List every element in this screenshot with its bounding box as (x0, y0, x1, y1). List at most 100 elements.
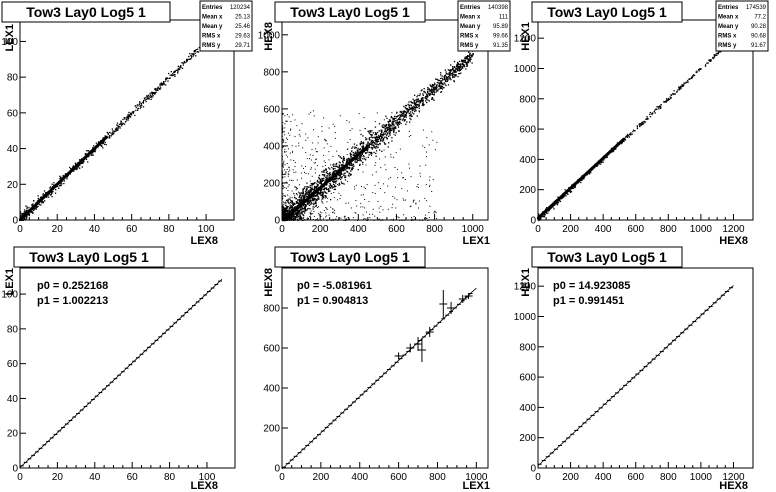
noise-point (362, 194, 364, 196)
scatter-point (352, 167, 354, 169)
scatter-point (320, 194, 322, 196)
scatter-point (304, 196, 306, 198)
noise-point (291, 145, 293, 147)
scatter-point (300, 209, 302, 211)
scatter-point (468, 51, 470, 53)
scatter-point (324, 194, 326, 197)
scatter-point (173, 71, 175, 73)
scatter-point (380, 140, 382, 142)
scatter-point (308, 190, 311, 192)
scatter-point (348, 157, 350, 159)
panel-hex1-vs-hex8-fit: 0 200 400 600 800 1000 12000200400600800100012… (514, 246, 754, 492)
noise-point (334, 176, 336, 178)
scatter-point (431, 92, 433, 94)
scatter-point (292, 204, 294, 207)
scatter-point (390, 125, 392, 127)
scatter-point (446, 78, 448, 81)
noise-point (346, 154, 348, 156)
scatter-point (410, 115, 412, 118)
scatter-point (372, 142, 374, 144)
scatter-point (307, 201, 309, 203)
scatter-point (350, 155, 352, 157)
x-tick-label: 100 (198, 224, 215, 235)
scatter-point (42, 194, 44, 196)
scatter-point (91, 153, 93, 155)
scatter-point (302, 208, 304, 210)
scatter-point (430, 91, 432, 93)
noise-point (411, 219, 413, 221)
fit-p0: p0 = 14.923085 (553, 280, 630, 292)
scatter-point (115, 127, 118, 129)
scatter-point (338, 164, 340, 166)
noise-point (323, 154, 325, 156)
scatter-point (32, 212, 34, 214)
noise-point (317, 185, 319, 187)
scatter-point (447, 76, 449, 78)
scatter-point (48, 196, 50, 198)
scatter-point (318, 176, 320, 178)
scatter-point (403, 113, 405, 115)
scatter-point (371, 148, 374, 150)
scatter-point (161, 83, 163, 86)
scatter-point (334, 177, 336, 180)
noise-point (326, 219, 328, 221)
scatter-point (292, 203, 294, 205)
noise-point (288, 167, 290, 169)
noise-point (315, 158, 317, 160)
scatter-point (181, 67, 184, 69)
scatter-point (60, 184, 62, 187)
noise-point (284, 123, 286, 125)
scatter-point (713, 55, 715, 57)
noise-point (346, 158, 348, 160)
scatter-point (334, 170, 336, 172)
noise-point (282, 146, 284, 148)
scatter-point (347, 174, 350, 176)
scatter-point (154, 92, 157, 94)
noise-point (329, 184, 331, 186)
scatter-point (378, 123, 381, 125)
scatter-point (117, 129, 119, 132)
noise-point (321, 126, 323, 128)
noise-point (362, 146, 364, 148)
noise-point (286, 215, 288, 217)
noise-point (428, 144, 430, 146)
noise-point (381, 219, 383, 221)
scatter-point (334, 188, 337, 191)
scatter-point (154, 93, 156, 95)
scatter-point (400, 118, 402, 120)
noise-point (310, 167, 312, 169)
noise-point (308, 207, 310, 209)
scatter-point (313, 203, 315, 206)
scatter-point (333, 184, 336, 186)
scatter-point (377, 146, 379, 149)
scatter-point (290, 207, 292, 209)
scatter-point (389, 119, 391, 121)
scatter-point (443, 78, 445, 81)
noise-point (419, 175, 421, 177)
noise-point (431, 190, 433, 192)
noise-point (315, 190, 317, 192)
noise-point (282, 166, 284, 168)
noise-point (284, 134, 286, 136)
scatter-point (21, 213, 23, 215)
scatter-point (354, 161, 356, 163)
scatter-point (326, 178, 328, 181)
scatter-point (558, 199, 561, 201)
scatter-point (453, 70, 455, 72)
scatter-point (345, 161, 348, 163)
noise-point (330, 164, 332, 166)
y-tick-label: 60 (7, 108, 19, 119)
noise-point (283, 215, 285, 217)
scatter-point (400, 110, 402, 113)
scatter-point (140, 102, 143, 105)
scatter-point (458, 70, 461, 72)
scatter-point (397, 118, 400, 121)
scatter-point (439, 82, 441, 84)
noise-point (424, 147, 426, 149)
noise-point (309, 200, 311, 202)
scatter-point (319, 194, 322, 196)
scatter-point (180, 67, 182, 69)
